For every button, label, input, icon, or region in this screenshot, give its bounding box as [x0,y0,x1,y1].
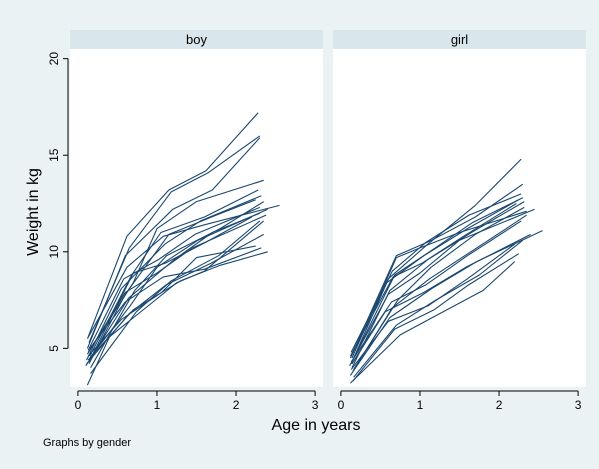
series-line [350,261,516,384]
panels-layer: boy girl [70,30,586,387]
series-line [86,220,265,386]
series-group [349,158,543,384]
series-line [90,201,264,368]
series-line [89,247,262,349]
series-line [351,210,527,359]
y-tick-label: 20 [47,52,61,66]
x-tick-label: 3 [312,398,319,412]
panel-strip [70,30,323,49]
series-line [352,214,528,372]
panel-title: boy [186,32,207,47]
x-tick-label: 0 [75,398,82,412]
series-line [86,137,261,349]
panel-girl: girl [333,30,586,387]
x-axis-label: Age in years [272,417,361,434]
x-tick-label: 2 [233,398,240,412]
series-line [89,208,268,359]
series-line [86,204,280,339]
by-note: Graphs by gender [43,437,131,449]
y-tick-label: 5 [47,345,61,352]
x-axis-girl: 0 1 2 3 [338,390,582,412]
series-line [349,193,522,359]
series-line [350,243,516,370]
series-line [349,208,535,367]
series-line [86,195,262,361]
x-tick-label: 2 [496,398,503,412]
y-axis: 5 10 15 20 [47,52,69,352]
series-group [85,112,280,386]
y-tick-label: 15 [47,148,61,162]
axes-layer: 0 1 2 3 0 1 2 3 5 10 15 20 [47,52,582,412]
series-line [86,214,267,355]
x-tick-label: 3 [575,398,582,412]
series-line [87,206,261,351]
series-line [90,220,261,374]
series-line [89,189,259,357]
y-axis-label: Weight in kg [25,168,42,256]
series-line [87,179,264,353]
x-tick-label: 1 [154,398,161,412]
panel-strip [333,30,586,49]
x-axis-boy: 0 1 2 3 [75,390,319,412]
y-tick-label: 10 [47,245,61,259]
panel-title: girl [451,32,468,47]
series-line [87,112,259,337]
series-line [352,253,520,382]
series-line [351,233,531,365]
x-tick-label: 0 [338,398,345,412]
panel-boy: boy [70,30,323,387]
x-tick-label: 1 [417,398,424,412]
series-line [85,212,261,367]
